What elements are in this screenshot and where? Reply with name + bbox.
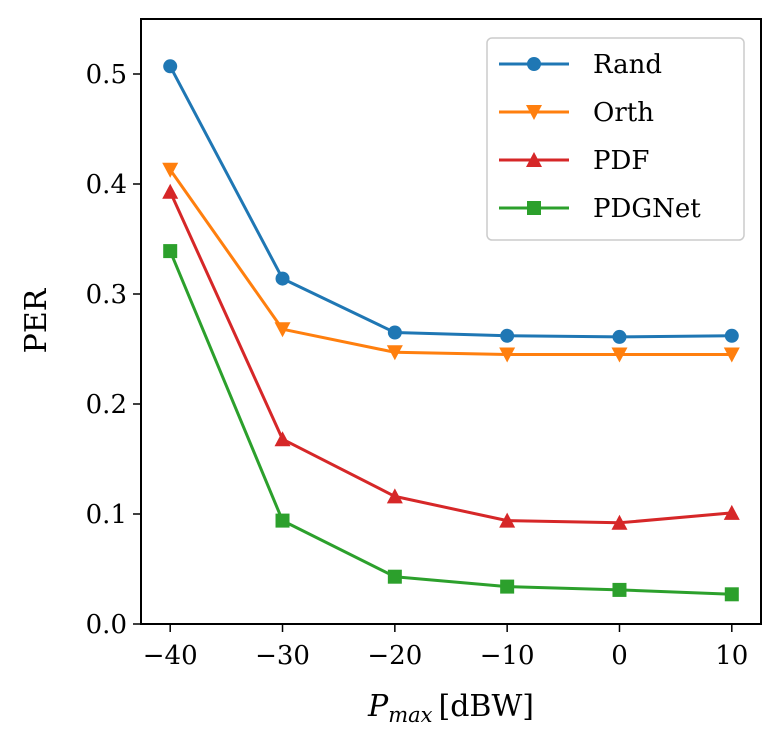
- y-tick-label: 0.2: [86, 390, 127, 420]
- x-tick-label: 10: [715, 641, 748, 671]
- data-point-orth: [723, 347, 740, 363]
- y-tick-label: 0.0: [86, 610, 127, 640]
- y-tick-label: 0.4: [86, 170, 127, 200]
- x-axis-label: Pmax [dBW]: [367, 689, 534, 727]
- legend-label-pdf: PDF: [593, 146, 649, 176]
- data-point-orth: [499, 347, 516, 363]
- x-tick-label: 0: [611, 641, 628, 671]
- data-point-pdf: [611, 514, 628, 530]
- plot-area: [162, 59, 740, 602]
- data-point-pdf: [274, 431, 291, 447]
- data-point-orth: [386, 345, 403, 361]
- legend-marker-rand: [527, 57, 541, 71]
- series-line-pdf: [168, 191, 732, 525]
- legend-marker-pdgnet: [527, 201, 541, 215]
- data-point-rand: [275, 271, 290, 286]
- data-point-pdgnet: [275, 513, 290, 528]
- x-tick-label: −40: [143, 641, 198, 671]
- data-point-rand: [612, 329, 627, 344]
- data-point-rand: [163, 59, 178, 74]
- data-point-rand: [387, 325, 402, 340]
- legend-marker-orth: [526, 105, 542, 120]
- y-tick-label: 0.5: [86, 60, 127, 90]
- data-point-orth: [162, 162, 179, 178]
- x-tick-label: −10: [480, 641, 535, 671]
- x-tick-label: −20: [367, 641, 422, 671]
- legend-box: [486, 37, 745, 241]
- data-point-orth: [274, 322, 291, 338]
- data-point-pdf: [499, 512, 516, 528]
- legend: Rand Orth PDF PDGNet: [486, 37, 745, 241]
- data-point-pdf: [162, 183, 179, 199]
- data-point-pdgnet: [163, 244, 178, 259]
- data-point-pdgnet: [387, 569, 402, 584]
- data-point-rand: [500, 328, 515, 343]
- y-tick-label: 0.1: [86, 500, 127, 530]
- y-axis: 0.0 0.1 0.2 0.3 0.4 0.5: [86, 60, 141, 640]
- axes-frame: [140, 18, 762, 625]
- legend-label-orth: Orth: [593, 98, 654, 128]
- data-point-pdgnet: [612, 582, 627, 597]
- series-line-pdgnet: [168, 250, 732, 596]
- y-tick-label: 0.3: [86, 280, 127, 310]
- x-tick-label: −30: [255, 641, 310, 671]
- y-axis-label: PER: [19, 287, 54, 353]
- legend-label-rand: Rand: [593, 50, 662, 80]
- legend-marker-pdf: [526, 152, 542, 167]
- series-line-orth: [168, 168, 732, 356]
- data-point-pdgnet: [724, 587, 739, 602]
- legend-label-pdgnet: PDGNet: [593, 194, 701, 224]
- data-point-orth: [611, 347, 628, 363]
- series-line-rand: [168, 65, 732, 339]
- data-point-pdf: [723, 504, 740, 520]
- data-point-rand: [724, 328, 739, 343]
- x-axis: −40 −30 −20 −10 0 10: [143, 624, 748, 671]
- data-point-pdgnet: [500, 579, 515, 594]
- data-point-pdf: [386, 488, 403, 504]
